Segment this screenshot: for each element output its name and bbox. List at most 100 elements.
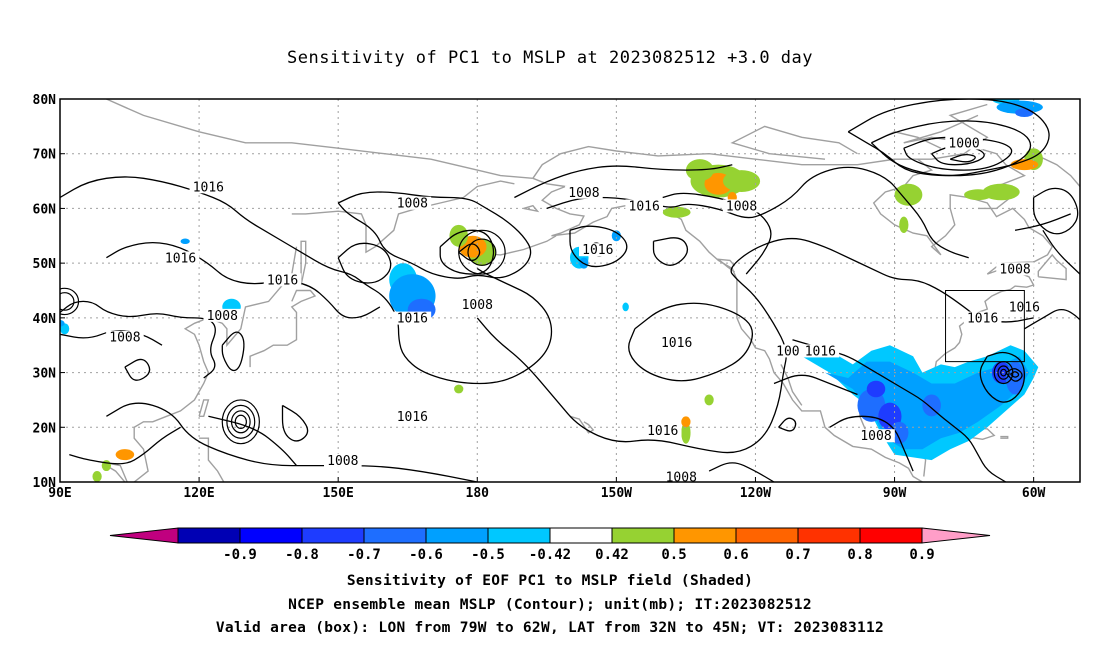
contour-label-bg [106,330,144,344]
sensitivity-patch [449,224,468,247]
colorbar-label: 0.42 [595,547,629,563]
sensitivity-patch [704,394,714,406]
contour-label: 1008 [397,197,428,212]
colorbar-left-arrow [109,527,179,544]
contour-label: 1008 [568,186,599,201]
colorbar-box [425,527,489,544]
contour-label: 1008 [860,429,891,444]
mslp-contour [628,302,754,382]
lon-tick-label: 120E [183,486,214,501]
colorbar-label: 0.6 [723,547,748,563]
mslp-contour [226,404,256,439]
colorbar-label: -0.9 [223,547,257,563]
sensitivity-patch [922,394,941,417]
contour-label: 1008 [666,470,697,485]
sensitivity-patch [622,302,629,312]
lon-tick-label: 120W [740,486,771,501]
mslp-contour [476,237,1034,454]
mslp-contour [221,399,260,445]
lat-tick-label: 40N [33,312,57,327]
contour-label-bg [657,336,696,350]
colorbar-box [611,527,675,544]
coastline [903,136,1027,210]
coastline [133,246,298,482]
mslp-contour [467,238,497,266]
mslp-contour [234,414,247,429]
mslp-contour [124,358,151,381]
colorbar-label: 0.7 [785,547,810,563]
mslp-contour [1032,187,1079,235]
colorbar-box [549,527,613,544]
contour-label-bg [945,136,983,150]
contour-label: 1008 [109,331,140,346]
colorbar-label: -0.7 [347,547,381,563]
coastline [780,364,803,406]
contour-label: 1016 [647,424,678,439]
lon-tick-label: 150E [323,486,354,501]
coastline [198,399,210,417]
coastline [1000,435,1009,439]
colorbar-box [797,527,861,544]
lon-tick-label: 180 [466,486,490,501]
mslp-contour [439,229,495,275]
coastline [1033,153,1080,188]
lat-tick-label: 10N [33,476,57,491]
contour-label: 1016 [193,180,224,195]
colorbar-label: 0.5 [661,547,686,563]
mslp-contour [569,225,628,268]
contour-label: 1016 [582,243,613,258]
contour-label-bg [263,273,302,287]
mslp-contour [870,120,1032,177]
mslp-contours [60,99,1080,482]
contour-label: 100 [776,344,799,359]
mslp-contour [106,242,381,319]
mslp-contour [903,136,1013,171]
mslp-contour [69,426,181,465]
contour-label: 1008 [726,199,757,214]
map-title: Sensitivity of PC1 to MSLP at 2023082512… [286,48,813,68]
sensitivity-patch [723,170,761,193]
contour-label: 1016 [967,312,998,327]
sensitivity-patch [454,384,464,394]
contour-label-bg [324,453,362,467]
mslp-contour [458,229,506,275]
contour-label-bg [625,199,663,213]
sensitivity-patch [611,230,621,242]
contour-label-bg [393,196,432,210]
contour-label-bg [996,262,1034,276]
graticule [60,99,1080,482]
sensitivity-patch [1015,108,1034,118]
contour-label: 1008 [207,309,238,324]
lon-tick-label: 60W [1022,486,1046,501]
valid-area-box [945,290,1025,363]
mslp-contour [221,331,245,372]
contour-label-bg [189,180,228,194]
contour-label-bg [722,199,761,213]
lon-tick-label: 150W [601,486,632,501]
sensitivity-patch [92,471,102,482]
sensitivity-patch [115,449,135,461]
colorbar-box [177,527,241,544]
contour-label: 1016 [397,312,428,327]
lat-tick-label: 30N [33,367,57,382]
sensitivity-patch [964,189,992,201]
mslp-contour [60,300,216,379]
mslp-contour [230,410,251,434]
colorbar-box [735,527,799,544]
contour-label-bg [773,344,803,358]
sensitivity-patch [662,206,691,218]
mslp-contour [1005,368,1023,382]
contour-label-bg [393,311,432,325]
mslp-contour [829,415,914,472]
contour-label-bg [662,470,701,484]
contour-label-bg [579,243,617,257]
contour-label-bg [161,251,200,265]
mslp-contour [281,404,309,442]
caption-line-2: NCEP ensemble mean MSLP (Contour); unit(… [288,597,812,613]
mslp-contour [208,415,297,467]
mslp-contour [106,402,478,482]
contour-labels: 1016 1016 1016 1008 1008 1008 1016 1008 1016 1008… [106,136,1044,485]
sensitivity-patch [894,183,923,206]
contour-label-bg [203,308,242,322]
sensitivity-map: 1016 1016 1016 1008 1008 1008 1016 1008 1016 1008… [33,93,1081,563]
